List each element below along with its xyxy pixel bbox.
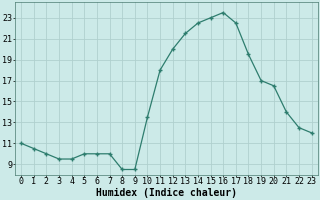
- X-axis label: Humidex (Indice chaleur): Humidex (Indice chaleur): [96, 188, 237, 198]
